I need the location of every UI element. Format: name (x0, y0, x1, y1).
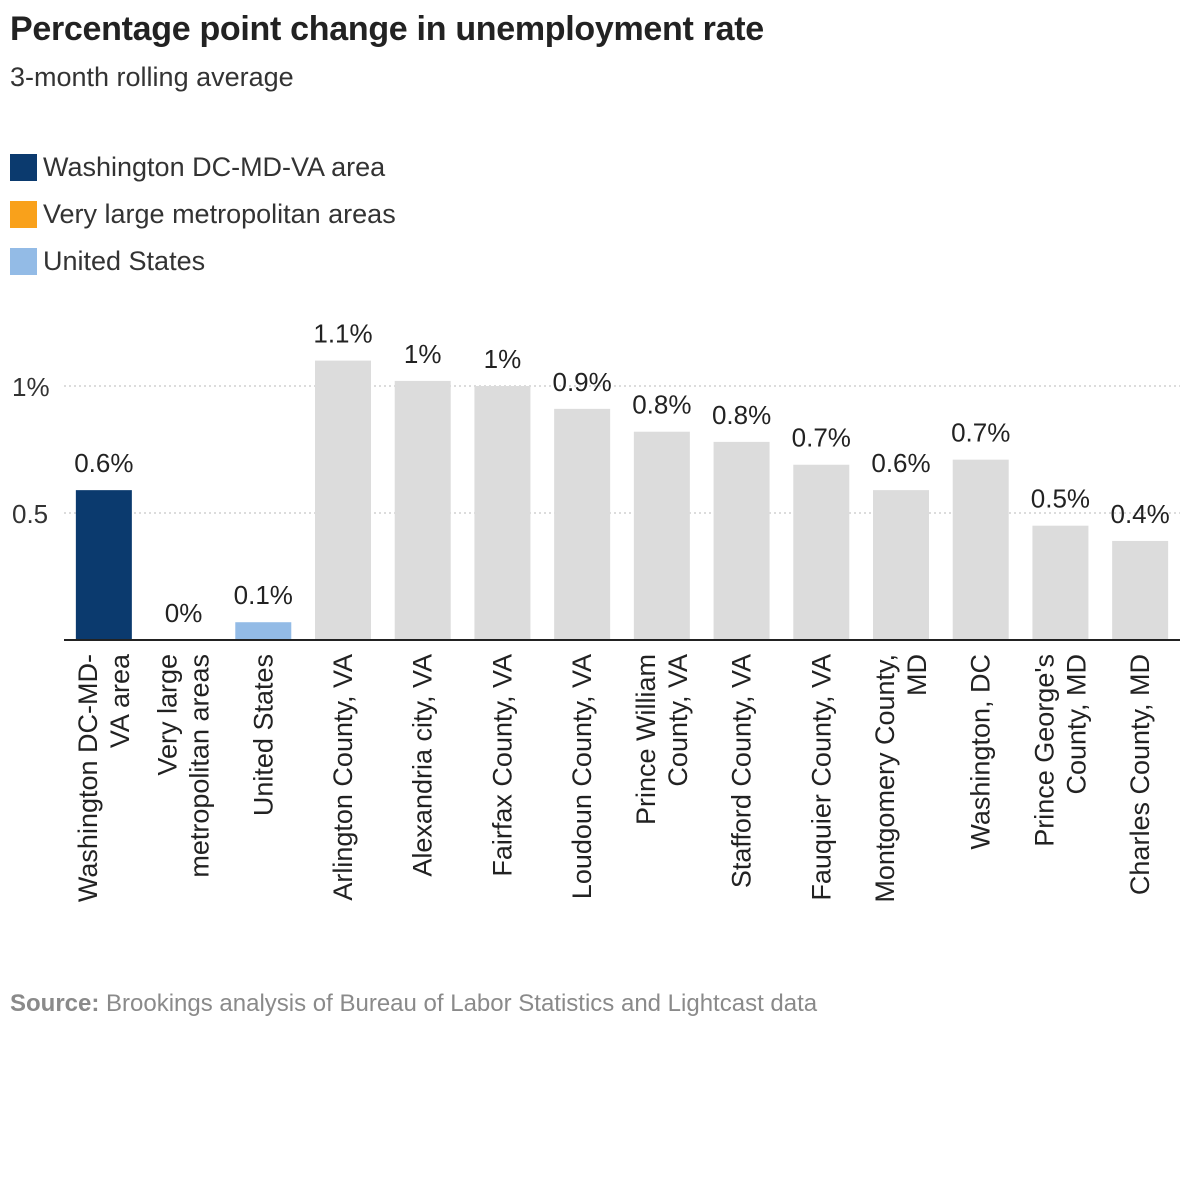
bar-chart: 0.5 1% 0.6% Washington DC-MD-VA area 0% Very … (12, 319, 1180, 903)
data-label: 1% (404, 339, 442, 369)
bar (713, 441, 770, 640)
x-tick-label-line: Alexandria city, VA (408, 654, 438, 877)
bar (235, 622, 292, 640)
data-label: 0.5% (1031, 484, 1090, 514)
x-tick-label: Fauquier County, VA (806, 654, 836, 901)
data-label: 0.9% (553, 367, 612, 397)
x-tick-label-line: Arlington County, VA (328, 654, 358, 901)
x-tick-label-line: Washington, DC (966, 654, 996, 850)
legend-swatch-dc-area (10, 154, 37, 181)
legend-item-dc-area: Washington DC-MD-VA area (10, 144, 396, 191)
x-tick-label: Charles County, MD (1125, 654, 1155, 895)
x-tick-label-line: metropolitan areas (185, 654, 215, 878)
x-tick-label: Alexandria city, VA (408, 654, 438, 877)
data-label: 0.8% (712, 400, 771, 430)
data-label: 0.8% (632, 390, 691, 420)
bar (315, 360, 371, 640)
bar (1112, 540, 1169, 640)
legend-label-united-states: United States (43, 246, 206, 276)
legend-item-large-metros: Very large metropolitan areas (10, 191, 396, 238)
x-tick-label: Prince WilliamCounty, VA (631, 654, 693, 825)
y-tick-label: 0.5 (12, 499, 48, 529)
x-tick-label-line: Fairfax County, VA (487, 654, 517, 877)
bar (633, 431, 690, 640)
bar (554, 408, 611, 640)
x-tick-label-line: United States (248, 654, 278, 816)
x-tick-label: Very largemetropolitan areas (153, 654, 215, 878)
bar (952, 459, 1009, 640)
data-label: 0.7% (792, 423, 851, 453)
data-label: 0.6% (871, 448, 930, 478)
x-tick-label: Washington, DC (966, 654, 996, 850)
legend-label-dc-area: Washington DC-MD-VA area (43, 152, 386, 182)
x-tick-label-line: Charles County, MD (1125, 654, 1155, 895)
x-tick-label: Montgomery County,MD (870, 654, 932, 903)
legend-label-large-metros: Very large metropolitan areas (43, 199, 396, 229)
data-label: 0.7% (951, 418, 1010, 448)
x-tick-label-line: Montgomery County, (870, 654, 900, 903)
y-tick-label: 1% (12, 372, 50, 402)
chart-subtitle: 3-month rolling average (10, 62, 294, 92)
x-tick-label-line: County, VA (663, 654, 693, 787)
legend-item-united-states: United States (10, 238, 396, 285)
data-label: 0.6% (74, 448, 133, 478)
x-tick-label-line: Very large (153, 654, 183, 776)
x-tick-label: United States (248, 654, 278, 816)
bar (75, 490, 132, 640)
data-label: 0.4% (1111, 499, 1170, 529)
x-tick-label: Washington DC-MD-VA area (73, 653, 135, 902)
bar (873, 490, 929, 640)
source-text: Brookings analysis of Bureau of Labor St… (106, 990, 818, 1017)
data-label: 0.1% (234, 580, 293, 610)
x-tick-label-line: Prince William (631, 654, 661, 825)
bar (474, 386, 531, 640)
x-tick-label: Arlington County, VA (328, 654, 358, 901)
x-tick-label-line: County, MD (1061, 654, 1091, 795)
x-tick-label-line: Prince George's (1029, 654, 1059, 847)
chart-title: Percentage point change in unemployment … (10, 10, 764, 48)
data-label: 1.1% (313, 319, 372, 349)
x-tick-label: Stafford County, VA (727, 654, 757, 888)
x-tick-label-line: Washington DC-MD- (73, 654, 103, 902)
x-tick-label-line: VA area (105, 653, 135, 748)
bar (793, 464, 850, 640)
source-prefix: Source: (10, 990, 100, 1017)
bar (1032, 525, 1089, 640)
x-tick-label-line: Fauquier County, VA (806, 654, 836, 901)
x-tick-label-line: MD (902, 654, 932, 696)
legend-swatch-large-metros (10, 201, 37, 228)
data-label: 1% (484, 344, 522, 374)
x-tick-label: Prince George'sCounty, MD (1029, 654, 1091, 847)
legend: Washington DC-MD-VA area Very large metr… (10, 144, 396, 285)
data-label: 0% (165, 598, 203, 628)
bar (394, 380, 451, 640)
x-tick-label: Fairfax County, VA (487, 654, 517, 877)
x-tick-label-line: Loudoun County, VA (567, 654, 597, 899)
source-note: Source: Brookings analysis of Bureau of … (10, 990, 817, 1018)
legend-swatch-united-states (10, 248, 37, 275)
x-tick-label-line: Stafford County, VA (727, 654, 757, 888)
x-tick-label: Loudoun County, VA (567, 654, 597, 899)
